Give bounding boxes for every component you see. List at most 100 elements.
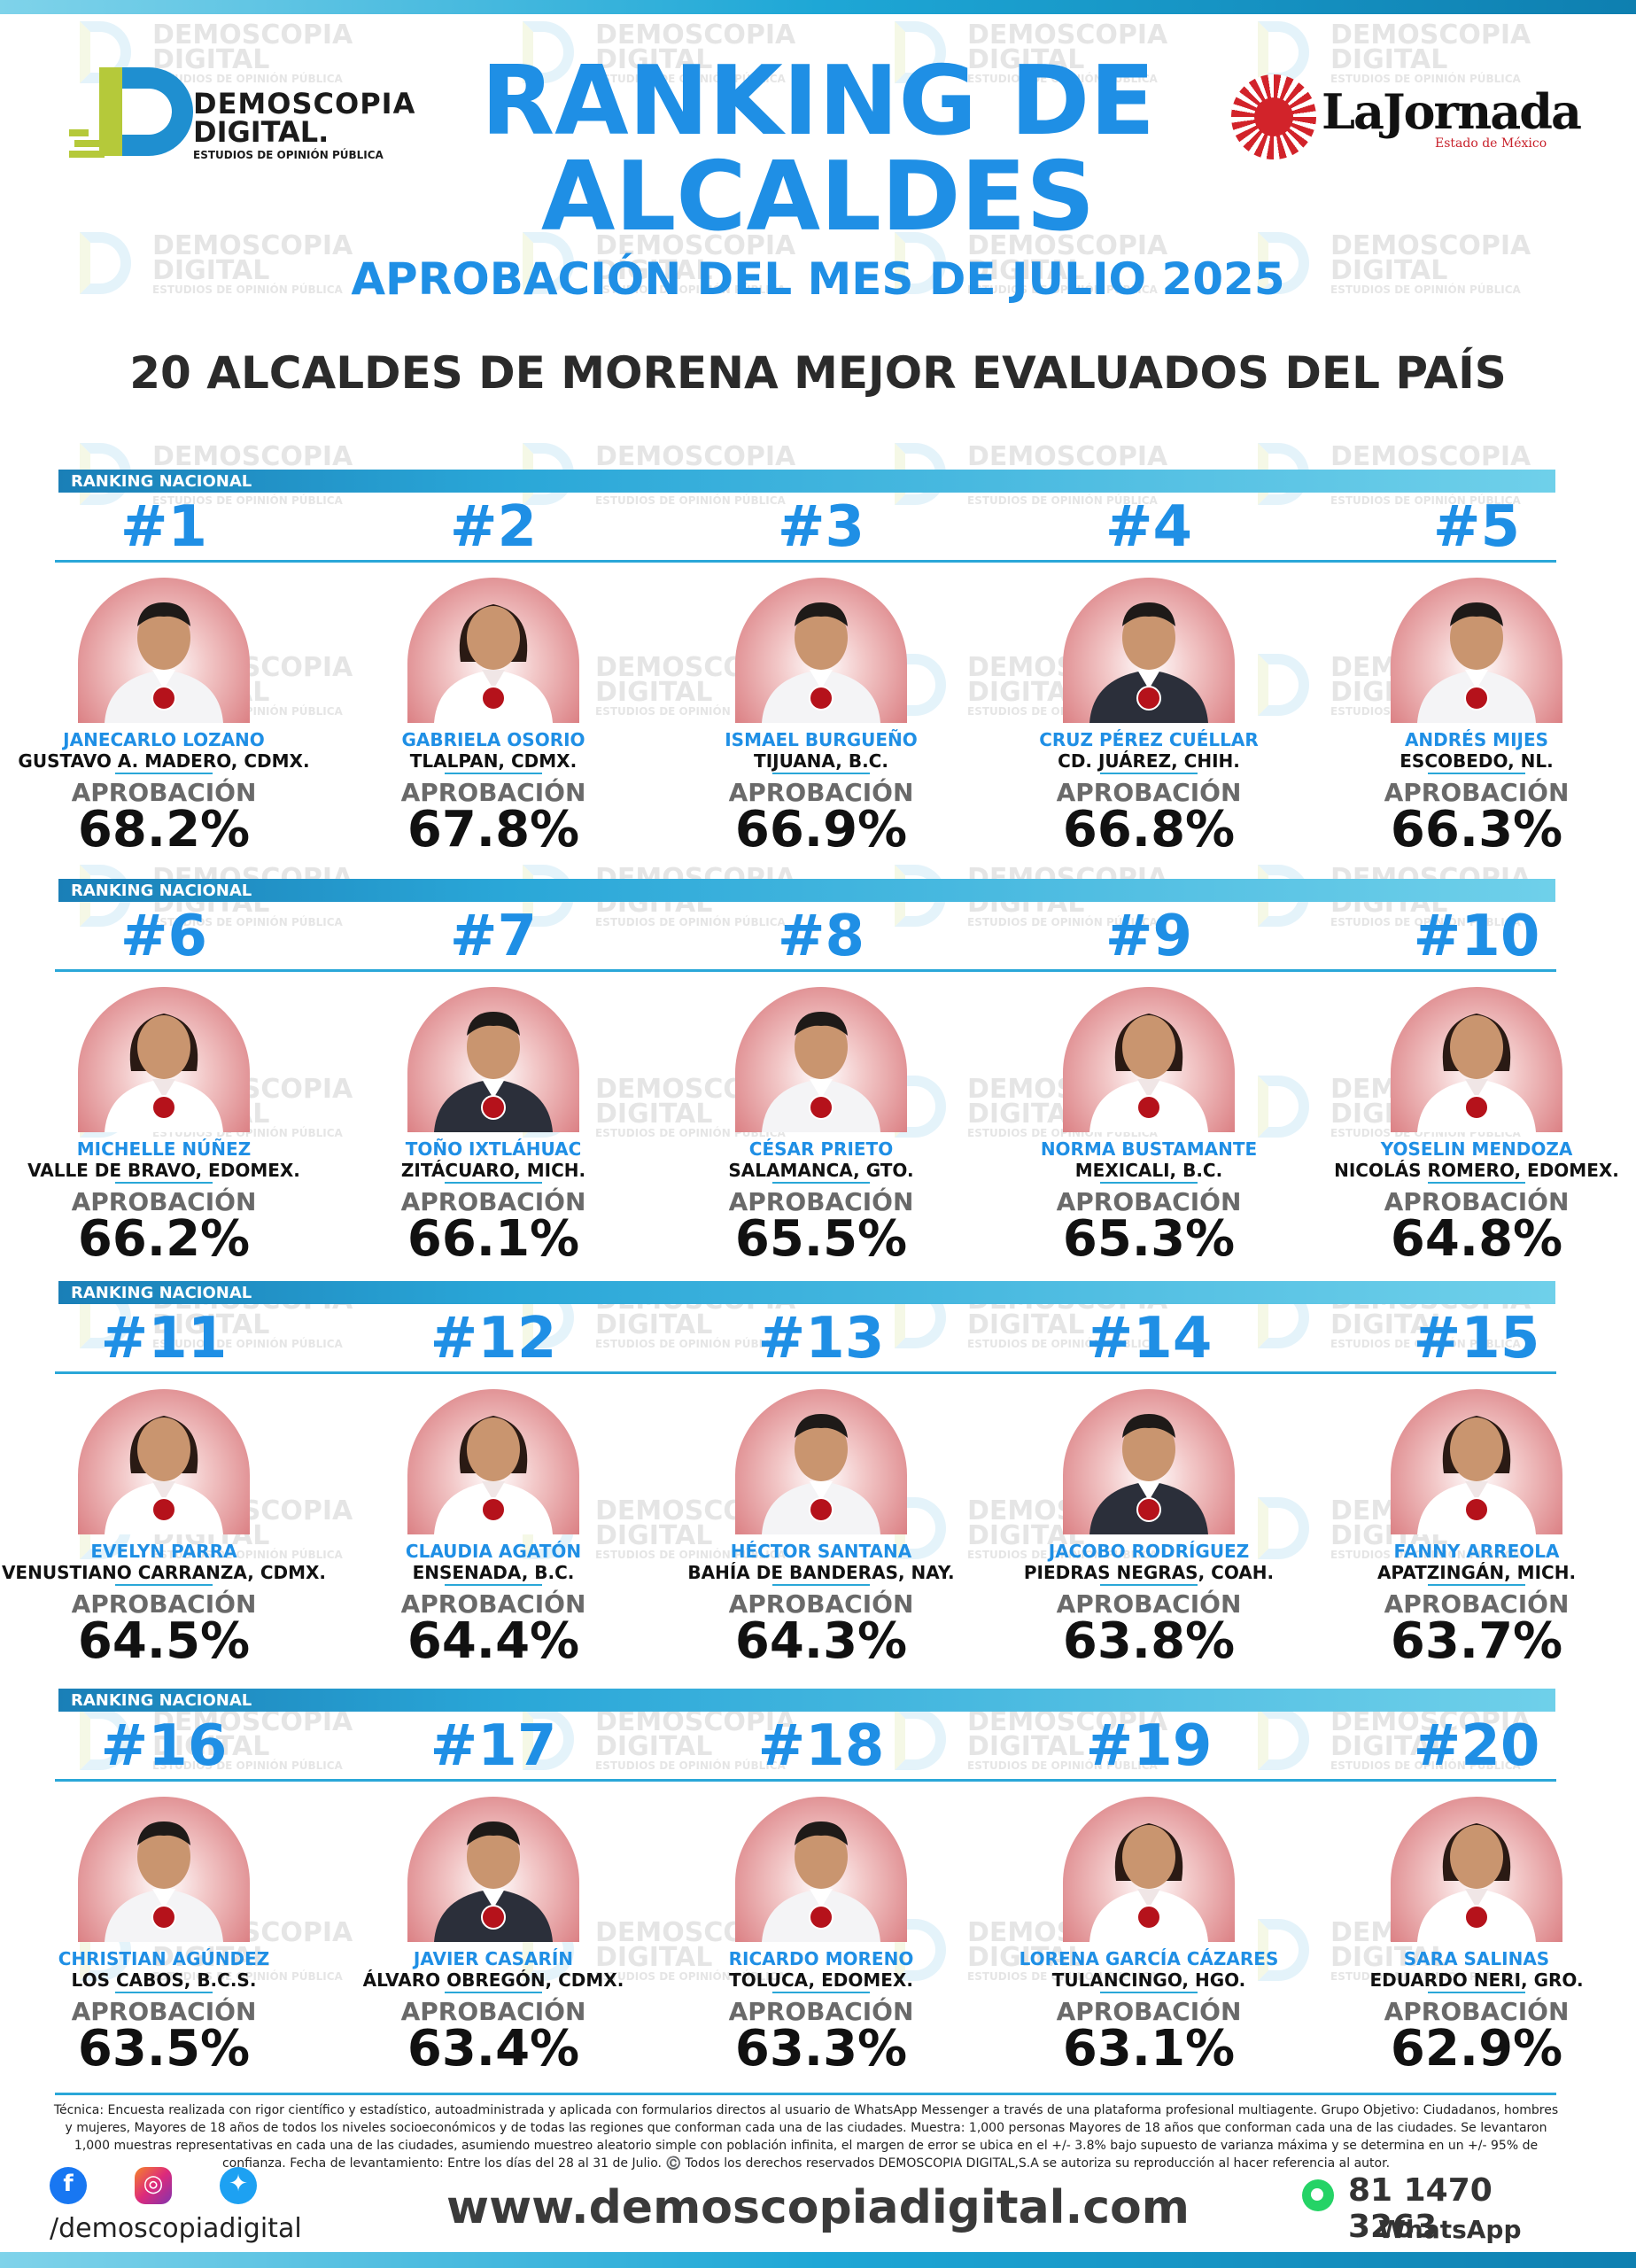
mayor-photo <box>1391 987 1562 1132</box>
morena-badge-icon <box>1464 686 1489 711</box>
mayor-municipality: BAHÍA DE BANDERAS, NAY. <box>687 1562 955 1583</box>
approval-value: 63.1% <box>1062 2020 1236 2078</box>
card-divider <box>1100 1584 1198 1586</box>
morena-badge-icon <box>151 1905 176 1930</box>
whatsapp-icon[interactable] <box>1302 2179 1334 2211</box>
mayor-card: #19 LORENA GARCÍA CÁZARES TULANCINGO, HGO.… <box>985 1715 1313 2078</box>
social-handle[interactable]: /demoscopiadigital <box>50 2213 302 2244</box>
card-divider <box>445 773 542 774</box>
mayor-card: #6 MICHELLE NÚÑEZ VALLE DE BRAVO, EDOMEX. A… <box>0 905 328 1268</box>
whatsapp-number[interactable]: 81 1470 3263 <box>1348 2172 1493 2245</box>
watermark-line1: DEMOSCOPIA <box>1330 19 1531 50</box>
approval-label: APROBACIÓN <box>728 1589 914 1619</box>
approval-label: APROBACIÓN <box>728 778 914 807</box>
twitter-icon[interactable]: ✦ <box>220 2167 257 2204</box>
approval-value: 63.3% <box>734 2020 908 2078</box>
portrait-icon <box>105 602 223 723</box>
mayor-photo <box>735 987 907 1132</box>
rank-number: #17 <box>430 1713 557 1779</box>
title-line2: ALCALDES <box>540 142 1096 252</box>
whatsapp-contact: 81 1470 3263 WhatsApp <box>1302 2172 1586 2261</box>
morena-badge-icon <box>481 1497 506 1522</box>
mayor-name: MICHELLE NÚÑEZ <box>76 1138 252 1160</box>
morena-badge-icon <box>1136 686 1161 711</box>
morena-badge-icon <box>1464 1497 1489 1522</box>
card-divider <box>115 1584 213 1586</box>
morena-badge-icon <box>151 1095 176 1120</box>
card-divider <box>772 1584 870 1586</box>
mayor-card: #10 YOSELIN MENDOZA NICOLÁS ROMERO, EDOMEX… <box>1313 905 1636 1268</box>
mayor-photo <box>407 578 579 723</box>
demoscopia-logo: DEMOSCOPIA DIGITAL. ESTUDIOS DE OPINIÓN … <box>69 67 415 165</box>
mayor-photo <box>1391 1797 1562 1942</box>
mayor-municipality: TIJUANA, B.C. <box>754 750 888 772</box>
rank-rule <box>55 1371 1556 1374</box>
rank-number: #7 <box>449 904 538 969</box>
rank-number: #20 <box>1413 1713 1540 1779</box>
mayor-photo <box>78 987 250 1132</box>
morena-badge-icon <box>1136 1497 1161 1522</box>
approval-value: 64.8% <box>1390 1210 1563 1268</box>
footer-divider <box>55 2093 1556 2095</box>
card-divider <box>1100 773 1198 774</box>
logo-line1: DEMOSCOPIA <box>193 87 416 120</box>
card-divider <box>1428 773 1525 774</box>
rank-number: #2 <box>449 494 538 560</box>
approval-value: 65.5% <box>734 1210 908 1268</box>
mayor-photo <box>407 1389 579 1534</box>
approval-label: APROBACIÓN <box>400 778 586 807</box>
ranking-ribbon: RANKING NACIONAL <box>58 1689 1555 1712</box>
mayor-card: #5 ANDRÉS MIJES ESCOBEDO, NL. APROBACIÓN 66.… <box>1313 494 1636 858</box>
portrait-icon <box>434 604 553 723</box>
morena-badge-icon <box>1464 1095 1489 1120</box>
portrait-icon <box>434 1416 553 1534</box>
mayor-name: CHRISTIAN AGÚNDEZ <box>58 1948 270 1969</box>
mayor-name: ISMAEL BURGUEÑO <box>725 729 918 750</box>
mayor-card: #2 GABRIELA OSORIO TLALPAN, CDMX. APROBACIÓ… <box>330 494 657 858</box>
rank-number: #11 <box>100 1306 228 1371</box>
mayor-name: CLAUDIA AGATÓN <box>405 1541 582 1562</box>
mayor-name: TOÑO IXTLÁHUAC <box>405 1138 582 1160</box>
card-divider <box>1428 1992 1525 1993</box>
card-divider <box>115 1182 213 1184</box>
facebook-icon[interactable]: f <box>50 2167 87 2204</box>
rank-number: #14 <box>1085 1306 1213 1371</box>
approval-value: 64.3% <box>734 1612 908 1670</box>
approval-label: APROBACIÓN <box>1056 778 1242 807</box>
watermark-line1: DEMOSCOPIA <box>595 441 796 472</box>
ribbon-label: RANKING NACIONAL <box>71 882 252 900</box>
watermark-line1: DEMOSCOPIA <box>152 441 353 472</box>
logo-line3: ESTUDIOS DE OPINIÓN PÚBLICA <box>193 149 384 161</box>
mayor-municipality: NICOLÁS ROMERO, EDOMEX. <box>1334 1160 1619 1181</box>
approval-label: APROBACIÓN <box>400 1997 586 2026</box>
mayor-municipality: TOLUCA, EDOMEX. <box>729 1969 913 1991</box>
rank-number: #12 <box>430 1306 557 1371</box>
mayor-card: #3 ISMAEL BURGUEÑO TIJUANA, B.C. APROBACIÓN… <box>657 496 985 858</box>
instagram-icon[interactable]: ◎ <box>135 2167 172 2204</box>
mayor-municipality: APATZINGÁN, MICH. <box>1376 1562 1577 1583</box>
rank-number: #1 <box>120 494 208 560</box>
card-divider <box>1428 1182 1525 1184</box>
social-links: f ◎ ✦ /demoscopiadigital <box>50 2167 315 2256</box>
mayor-name: FANNY ARREOLA <box>1393 1541 1560 1562</box>
bottom-accent-bar <box>0 2252 1636 2268</box>
mayor-name: NORMA BUSTAMANTE <box>1040 1138 1258 1160</box>
rank-number: #15 <box>1413 1306 1540 1371</box>
card-divider <box>445 1584 542 1586</box>
morena-badge-icon <box>481 1905 506 1930</box>
approval-label: APROBACIÓN <box>1056 1589 1242 1619</box>
approval-label: APROBACIÓN <box>1056 1187 1242 1216</box>
mayor-photo <box>78 1389 250 1534</box>
morena-badge-icon <box>151 686 176 711</box>
mayor-card: #12 CLAUDIA AGATÓN ENSENADA, B.C. APROBACIÓ… <box>330 1306 657 1670</box>
rank-rule <box>55 560 1556 563</box>
mayor-photo <box>78 578 250 723</box>
approval-label: APROBACIÓN <box>1384 778 1570 807</box>
website-link[interactable]: www.demoscopiadigital.com <box>446 2181 1190 2234</box>
mayor-municipality: SALAMANCA, GTO. <box>728 1160 914 1181</box>
approval-value: 66.8% <box>1062 801 1236 858</box>
rank-number: #5 <box>1432 494 1521 560</box>
approval-value: 66.2% <box>77 1210 251 1268</box>
mayor-municipality: ENSENADA, B.C. <box>412 1562 575 1583</box>
approval-value: 63.7% <box>1390 1612 1563 1670</box>
